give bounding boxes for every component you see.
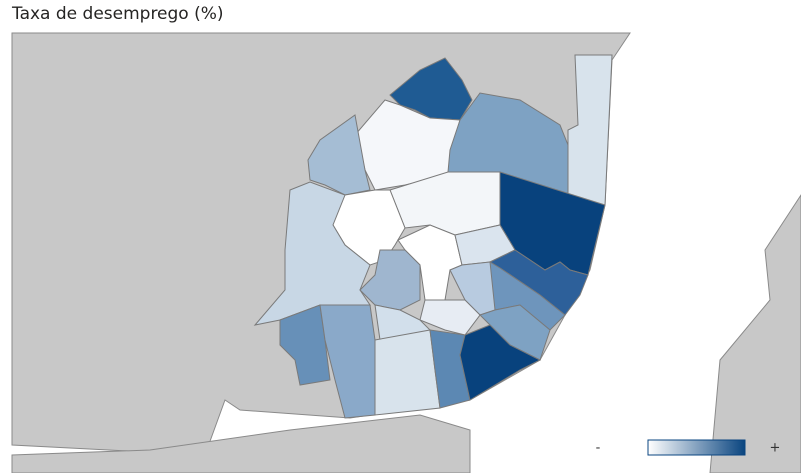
region[interactable]	[389, 57, 473, 121]
legend-low: -	[596, 441, 601, 456]
region[interactable]	[374, 329, 441, 416]
legend-high: +	[770, 441, 781, 456]
land	[11, 414, 471, 473]
legend: - +	[596, 439, 781, 456]
legend-gradient	[647, 439, 746, 456]
region[interactable]	[419, 299, 481, 336]
municipios	[253, 54, 613, 419]
region[interactable]	[307, 114, 371, 196]
region[interactable]	[459, 324, 542, 401]
region[interactable]	[253, 181, 371, 326]
land	[709, 194, 801, 473]
title: Taxa de desemprego (%)	[12, 4, 224, 24]
region[interactable]	[319, 304, 376, 419]
